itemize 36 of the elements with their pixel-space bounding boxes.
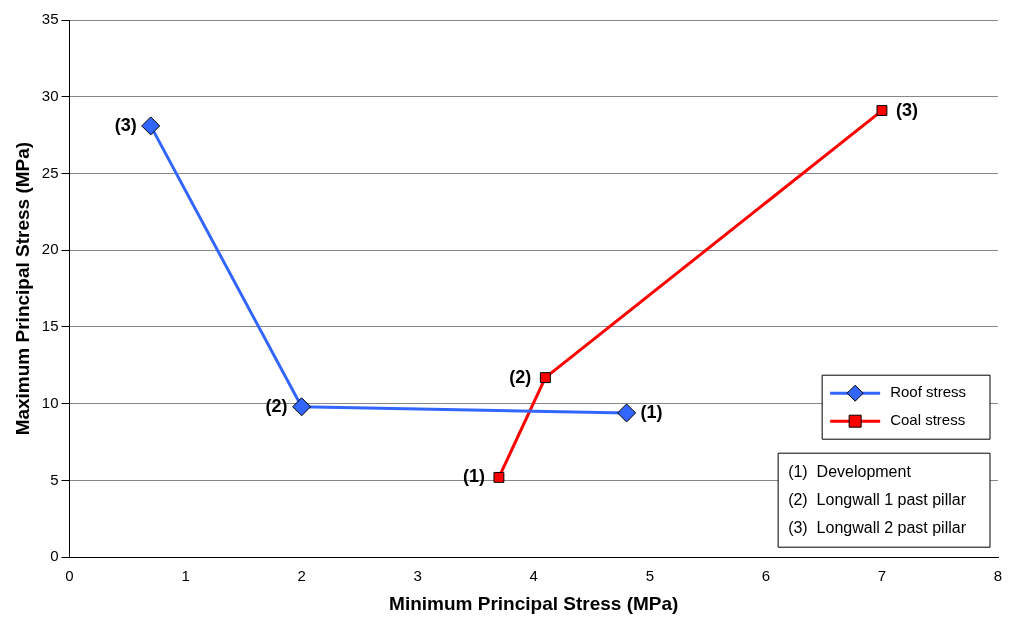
y-tick-label: 10 [41, 393, 59, 411]
point [141, 116, 161, 136]
point [292, 397, 312, 417]
x-tick-label: 6 [761, 567, 771, 585]
x-tick-label: 5 [645, 567, 654, 585]
legend-label: Coal stress [890, 411, 966, 429]
y-tick-label: 15 [41, 317, 59, 335]
annotation: (1) Development [788, 462, 912, 480]
y-tick-label: 20 [41, 240, 59, 258]
annotation: (2) [265, 395, 288, 416]
annotation: (3) [114, 114, 137, 135]
x-tick-label: 2 [297, 567, 306, 585]
y-tick-label: 0 [50, 547, 59, 565]
annotation: (2) [509, 366, 532, 387]
annotation: (2) Longwall 1 past pillar [788, 490, 967, 508]
x-tick-label: 8 [993, 567, 1003, 585]
y-tick-label: 5 [50, 470, 59, 488]
point [493, 471, 505, 483]
y-tick-label: 25 [41, 163, 59, 181]
point [539, 372, 551, 384]
point [876, 105, 888, 117]
point [617, 403, 637, 423]
x-tick-label: 7 [877, 567, 887, 585]
annotation: (1) [462, 466, 485, 487]
x-tick-label: 4 [529, 567, 538, 585]
annotation: (3) [895, 99, 918, 120]
legend-label: Roof stress [890, 383, 966, 401]
x-tick-label: 0 [65, 567, 74, 585]
y-tick-label: 30 [41, 86, 59, 104]
y-axis-title: Maximum Principal Stress (MPa) [11, 141, 33, 436]
annotation: (3) Longwall 2 past pillar [788, 518, 967, 536]
annotation: (1) [640, 401, 663, 422]
x-tick-label: 3 [413, 567, 422, 585]
x-axis-title: Minimum Principal Stress (MPa) [389, 592, 679, 614]
y-tick-label: 35 [41, 10, 59, 28]
x-tick-label: 1 [181, 567, 190, 585]
